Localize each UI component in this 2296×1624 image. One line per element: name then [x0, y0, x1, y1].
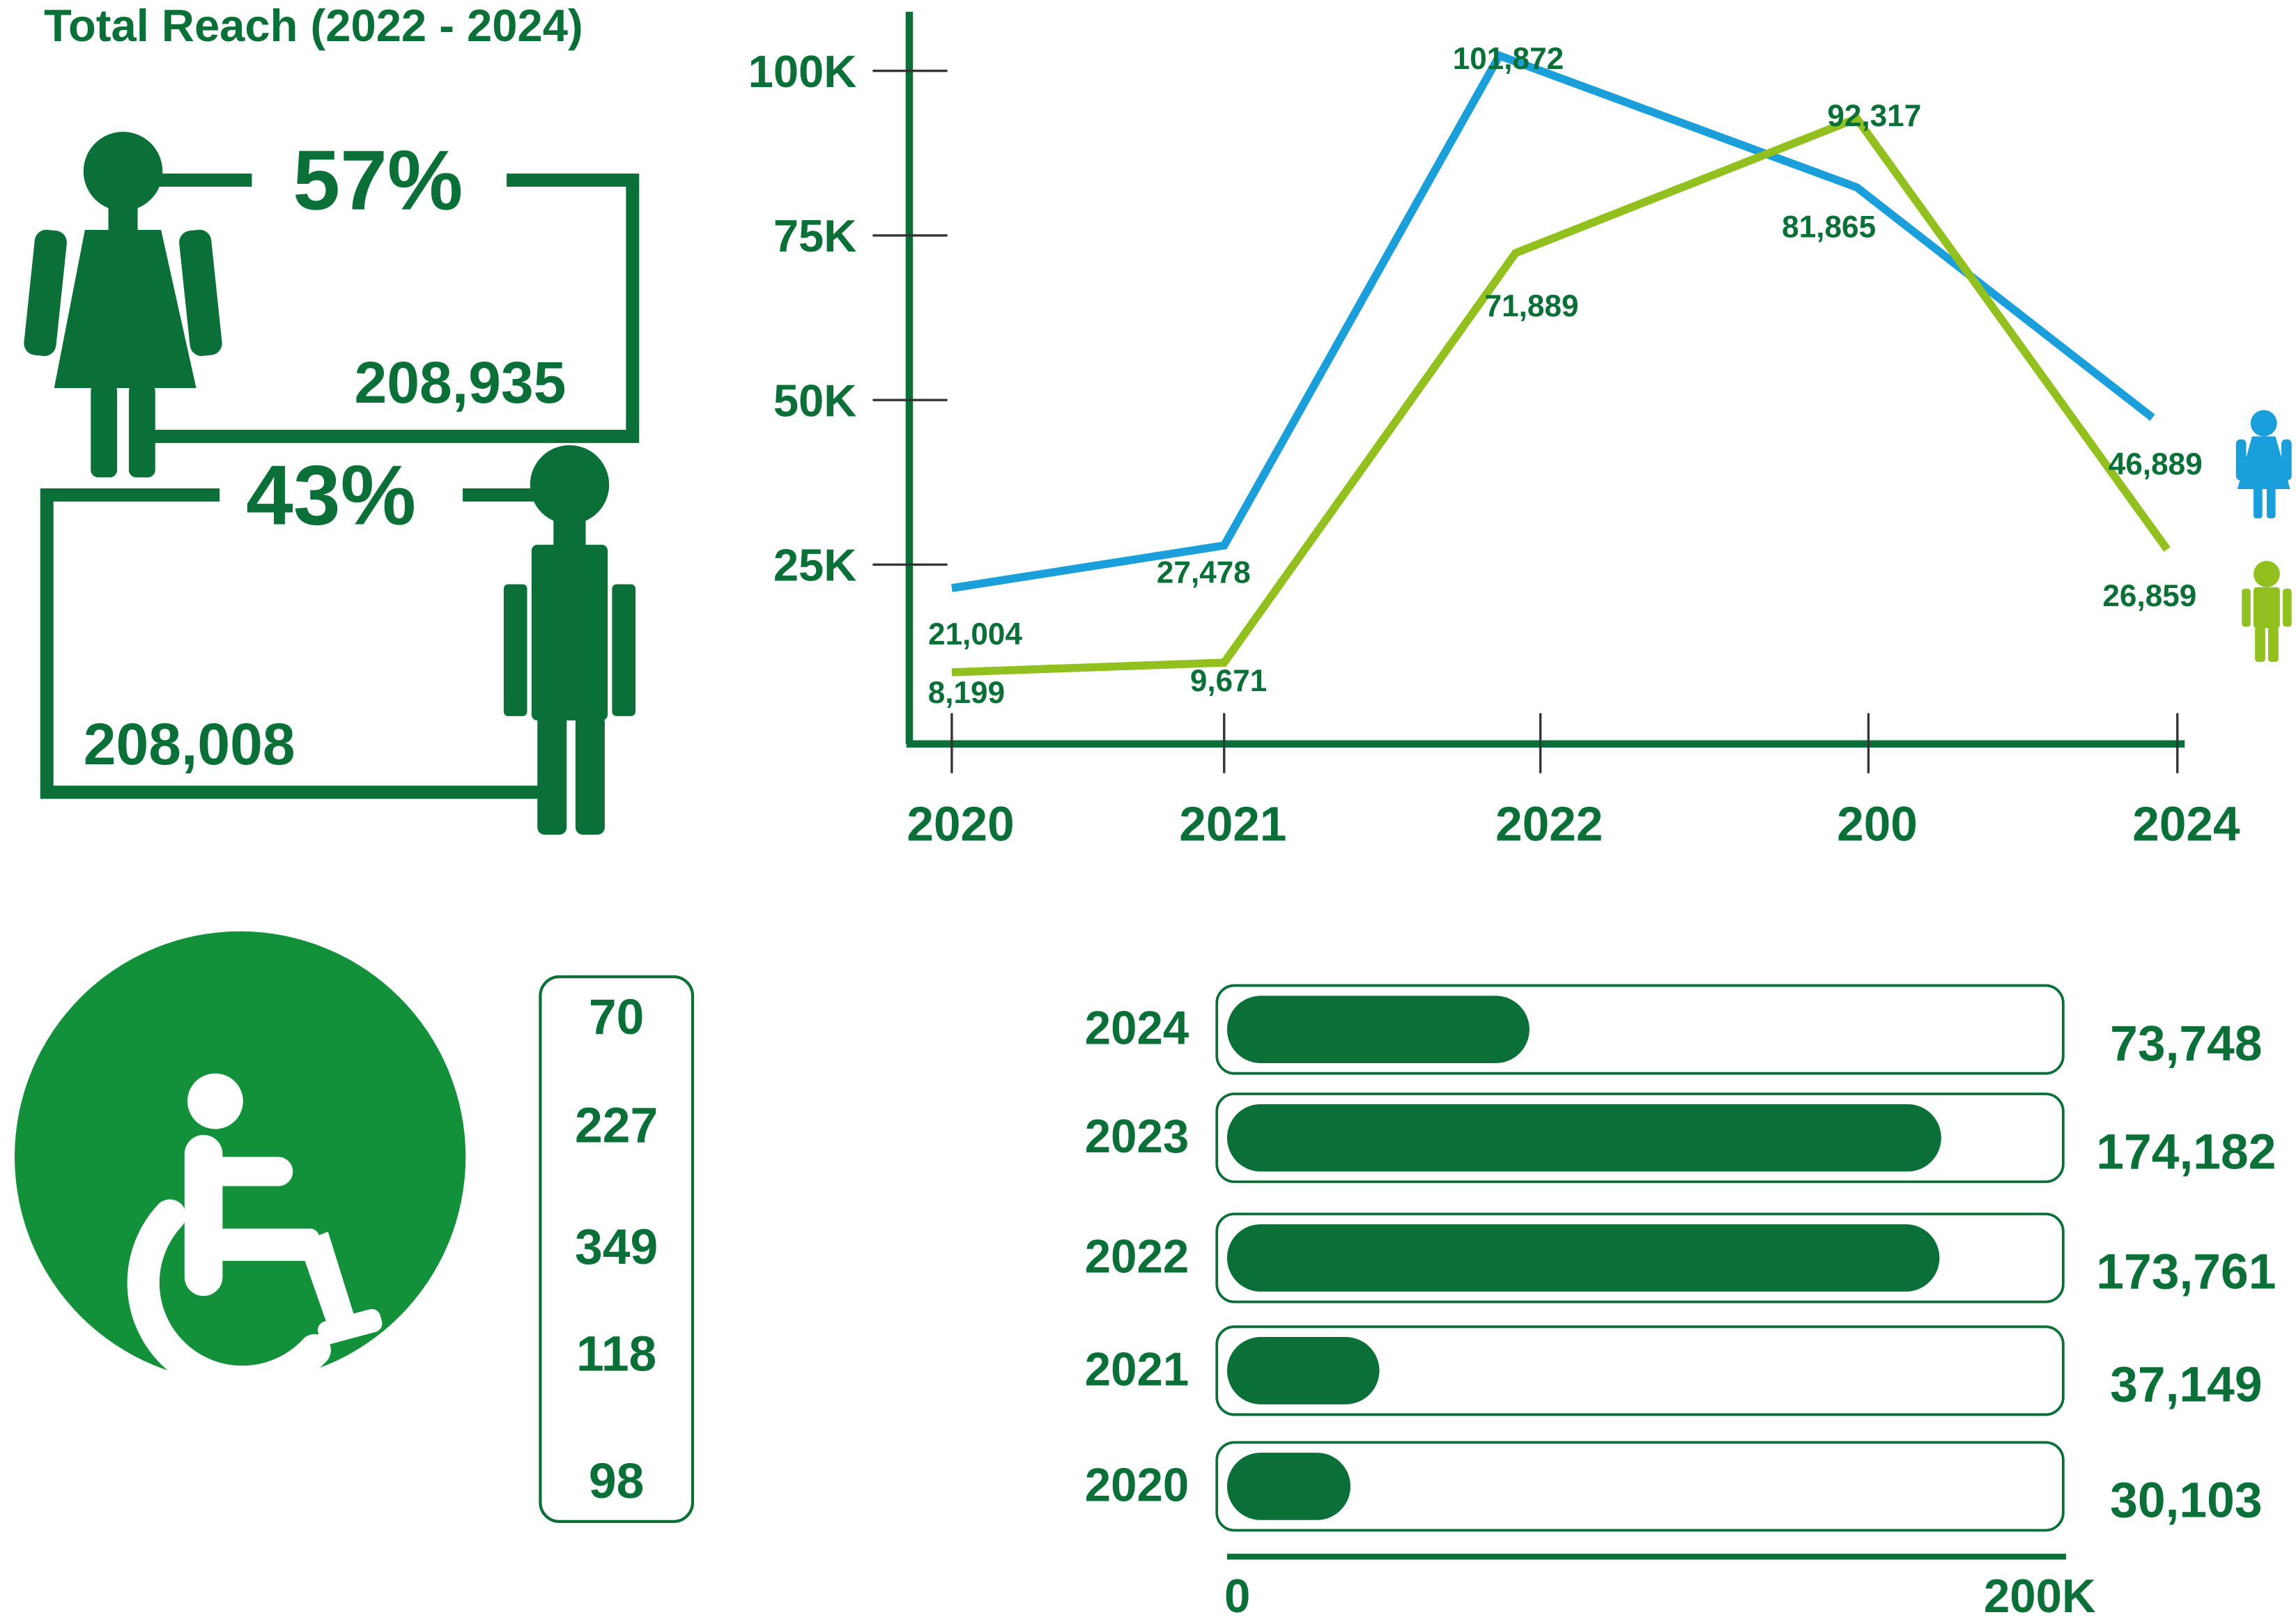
- data-label: 71,889: [1485, 289, 1579, 323]
- female-frame: [146, 173, 640, 443]
- disability-count-5: 98: [588, 1454, 645, 1510]
- disability-count-3: 349: [575, 1219, 658, 1276]
- bar: [1226, 1337, 1380, 1405]
- y-tick-label: 25K: [773, 540, 856, 591]
- gender-graphics: [24, 132, 640, 835]
- bar-axis-max-label: 200K: [1984, 1570, 2096, 1623]
- data-label: 46,889: [2109, 447, 2203, 481]
- disability-counts-box: [539, 975, 695, 1523]
- bar-value-label: 73,748: [2110, 1016, 2262, 1072]
- data-label: 101,872: [1453, 42, 1564, 76]
- female-person-icon: [24, 132, 222, 478]
- disability-count-4: 118: [576, 1327, 657, 1383]
- bar: [1226, 1104, 1941, 1172]
- female-percent: 57%: [293, 133, 463, 229]
- bar-category-label: 2020: [1085, 1459, 1189, 1511]
- x-tick-label: 2022: [1495, 796, 1603, 851]
- bar-value-label: 30,103: [2110, 1473, 2262, 1529]
- bar-category-label: 2024: [1085, 1003, 1189, 1055]
- bar-value-label: 173,761: [2096, 1244, 2276, 1300]
- disability-count-2: 227: [575, 1098, 658, 1154]
- male-person-icon: [503, 444, 636, 835]
- bar-category-label: 2021: [1085, 1343, 1189, 1395]
- bar: [1226, 1453, 1351, 1520]
- series-line-1: [951, 50, 2155, 592]
- bar-row: 2020 30,103: [1085, 1441, 2263, 1532]
- series-line-2: [951, 114, 2171, 676]
- bar-value-label: 174,182: [2096, 1124, 2276, 1180]
- bar-track: [1215, 1092, 2065, 1184]
- data-label: 21,004: [928, 617, 1022, 651]
- legend-male-icon: [2242, 561, 2292, 663]
- bar-value-label: 37,149: [2110, 1357, 2262, 1413]
- x-tick-label: 2021: [1179, 796, 1286, 851]
- female-total: 208,935: [354, 351, 567, 416]
- x-tick-label: 2020: [907, 796, 1014, 851]
- disability-count-1: 70: [588, 989, 645, 1046]
- data-label: 9,671: [1190, 664, 1267, 698]
- bar-row: 2021 37,149: [1085, 1325, 2263, 1416]
- bar-category-label: 2023: [1085, 1111, 1189, 1163]
- bar: [1226, 1224, 1940, 1292]
- y-tick-label: 100K: [748, 46, 857, 97]
- line-chart: 25K 50K 75K 100K 2020 2021 2022 200 2024 21,004 2…: [748, 11, 2292, 851]
- data-label: 26,859: [2102, 579, 2196, 613]
- bar-track: [1215, 984, 2065, 1075]
- y-tick-label: 50K: [773, 375, 856, 426]
- x-tick-label: 200: [1837, 796, 1918, 851]
- bar: [1226, 996, 1530, 1063]
- x-tick-label: 2024: [2132, 796, 2240, 851]
- bar-axis-min-label: 0: [1224, 1570, 1250, 1623]
- male-total: 208,008: [83, 713, 295, 778]
- data-label: 81,865: [1782, 210, 1876, 245]
- wheelchair-icon: [15, 931, 466, 1386]
- legend-female-icon: [2235, 410, 2292, 519]
- bar-track: [1215, 1441, 2065, 1532]
- y-tick-label: 75K: [773, 210, 856, 261]
- bar-track: [1215, 1325, 2065, 1416]
- page-title: Total Reach (2022 - 2024): [44, 0, 583, 52]
- male-frame: [40, 488, 545, 799]
- data-label: 92,317: [1827, 99, 1921, 133]
- bar-row: 2023 174,182: [1085, 1092, 2276, 1184]
- data-label: 27,478: [1157, 556, 1251, 590]
- bar-row: 2024 73,748: [1085, 984, 2263, 1075]
- bar-row: 2022 173,761: [1085, 1212, 2276, 1304]
- bar-category-label: 2022: [1085, 1231, 1189, 1283]
- data-label: 8,199: [928, 676, 1005, 710]
- male-percent: 43%: [246, 448, 416, 543]
- bar-track: [1215, 1212, 2065, 1304]
